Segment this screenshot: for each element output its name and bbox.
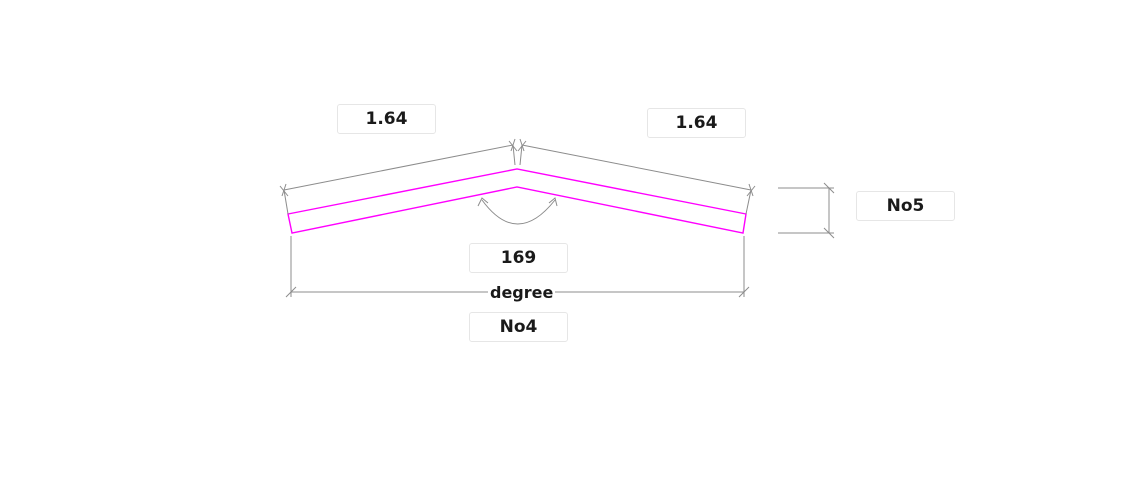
ridge-angle-arc [477, 197, 558, 225]
angle-unit-label: degree [488, 283, 556, 302]
right-length-dimension [517, 138, 756, 215]
thickness-label[interactable]: No5 [856, 191, 955, 221]
width-label[interactable]: No4 [469, 312, 568, 342]
ridge-profile-shape[interactable] [287, 168, 747, 234]
angle-value-label[interactable]: 169 [469, 243, 568, 273]
thickness-dimension [778, 182, 835, 239]
left-length-dimension [279, 138, 518, 215]
left-length-label[interactable]: 1.64 [337, 104, 436, 134]
right-length-label[interactable]: 1.64 [647, 108, 746, 138]
